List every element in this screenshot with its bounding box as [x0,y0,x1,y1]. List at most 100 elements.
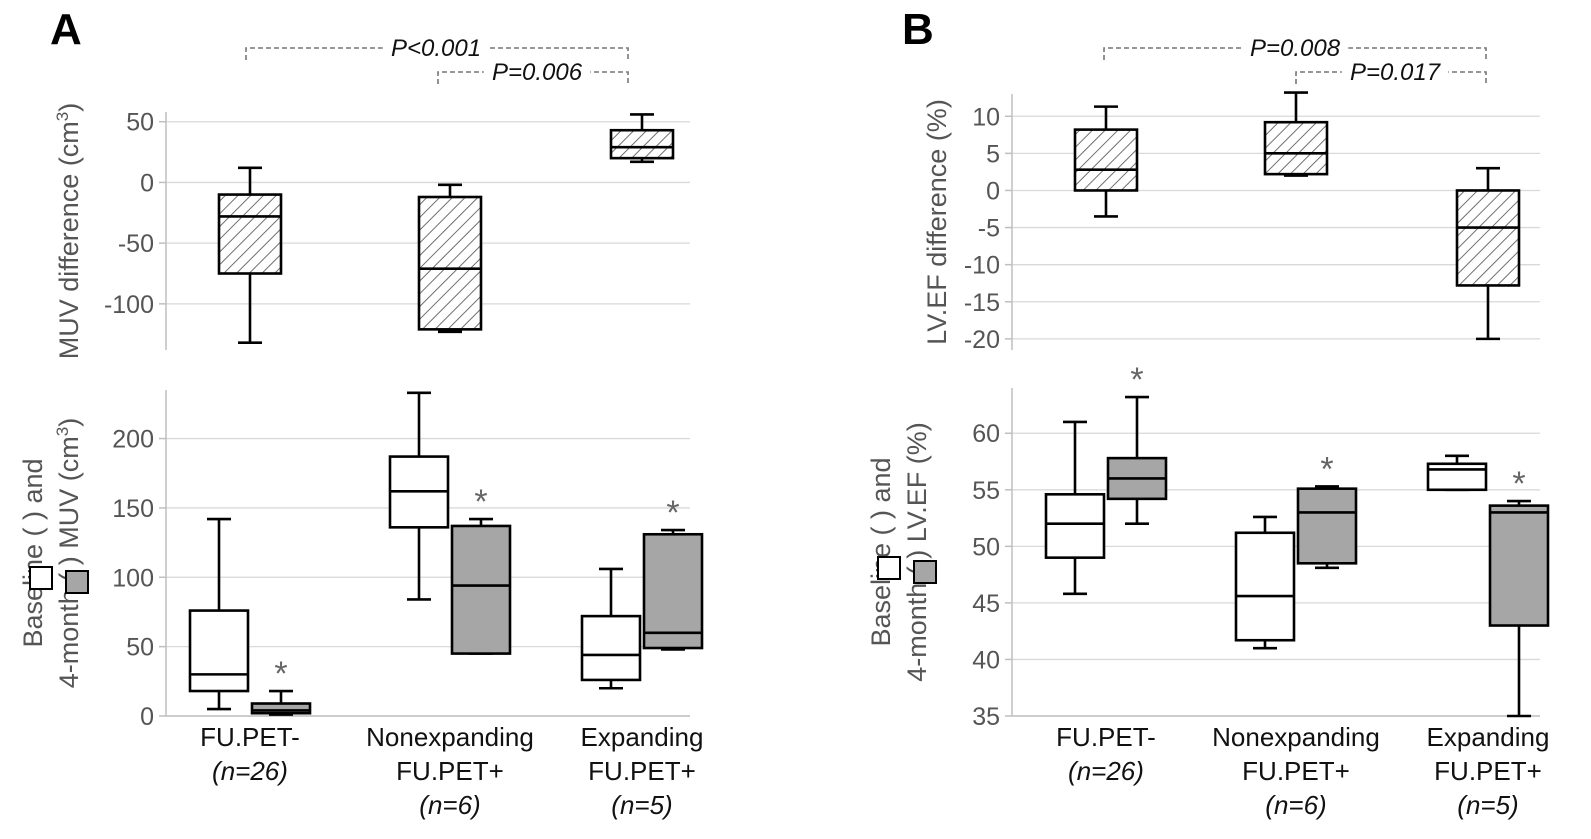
box-difference-2-box [1263,120,1329,176]
y-tick-label: 200 [112,426,154,454]
p-value-label-2: P=0.017 [1350,59,1442,86]
paren: ) [54,103,84,112]
box-baseline-1 [1044,420,1106,596]
category-label: Nonexpanding [1212,722,1380,752]
y-tick-label: 50 [126,109,154,137]
box-difference-1 [217,166,283,345]
significance-star: * [1130,361,1143,399]
significance-star: * [1320,450,1333,488]
box-4-month-2 [450,517,512,655]
box-4-month-2-box [450,524,512,655]
y-tick-label: -20 [964,326,1000,354]
box-4-month-3 [642,528,704,651]
p-value-label-1: P<0.001 [391,35,481,62]
legend-swatch-baseline [877,556,901,580]
category-n-label: (n=6) [1265,790,1326,820]
subplot-A-bottom: 200 150 100 50 0 Baseline ( ) and 4-month ( ) … [18,390,704,731]
category-n-label: (n=6) [419,790,480,820]
box-4-month-3-box [642,532,704,650]
y-tick-label: 60 [972,420,1000,448]
superscript: 3 [53,112,72,121]
box-4-month-3-box [1488,504,1550,627]
y-axis-label-line-2: 4-month ( ) LV.EF (%) [902,422,932,682]
y-tick-label: 0 [140,169,154,197]
y-tick-label: -50 [118,230,154,258]
category-label: Nonexpanding [366,722,534,752]
y-tick-label: 50 [972,533,1000,561]
box-baseline-3-box [1426,462,1488,492]
significance-star: * [1512,465,1525,503]
significance-star: * [474,483,487,521]
y-axis-label-line-2: 4-month ( ) MUV (cm3) [53,418,84,689]
y-tick-label: 45 [972,590,1000,618]
box-4-month-1-box [250,702,312,715]
y-tick-label: -15 [964,289,1000,317]
subplot-A-top: 50 0 -50 -100 MUV difference (cm3) [53,103,690,359]
category-label: FU.PET- [1056,722,1156,752]
significance-star: * [274,655,287,693]
box-baseline-1-box [1044,493,1106,559]
category-label: FU.PET+ [1242,756,1350,786]
category-n-label: (n=26) [1068,756,1144,786]
legend-swatch-4-month [913,560,937,584]
box-4-month-1 [1106,395,1168,526]
p-label-bg-1 [1241,34,1349,62]
y-tick-label: -100 [104,291,154,319]
box-difference-3-box [1455,189,1521,287]
category-n-label: (n=26) [212,756,288,786]
box-difference-2 [417,183,483,334]
y-tick-label: -10 [964,252,1000,280]
box-4-month-3 [1488,499,1550,718]
box-difference-2 [1263,91,1329,177]
box-baseline-3 [580,567,642,690]
significance-star: * [666,494,679,532]
superscript: 3 [53,427,72,436]
y-tick-label: 55 [972,477,1000,505]
y-tick-label: 5 [986,140,1000,168]
p-label-bg-2 [1341,58,1449,86]
y-axis-label-line-1: Baseline ( ) and [866,457,896,646]
box-baseline-1-box [188,609,250,693]
y-tick-label: 40 [972,646,1000,674]
y-axis-label-line-1: Baseline ( ) and [18,458,48,647]
category-label: FU.PET+ [588,756,696,786]
box-baseline-3 [1426,454,1488,492]
box-4-month-2-box [1296,487,1358,565]
panel-label-B: B [902,5,934,54]
category-label: FU.PET- [200,722,300,752]
y-tick-label: 35 [972,703,1000,731]
category-n-label: (n=5) [611,790,672,820]
box-difference-2-box [417,195,483,331]
category-label: FU.PET+ [396,756,504,786]
p-label-bg-2 [483,58,591,86]
box-difference-3 [609,113,675,164]
p-value-label-1: P=0.008 [1250,35,1341,62]
subplot-B-bottom: 60 55 50 45 40 35 Baseline ( ) and 4-month ( ) … [866,361,1550,731]
legend-swatch-baseline [29,566,53,590]
box-baseline-1 [188,517,250,711]
y-tick-label: -5 [978,215,1000,243]
box-difference-3-box [609,128,675,160]
y-tick-label: 0 [986,177,1000,205]
y-tick-label: 100 [112,564,154,592]
box-baseline-3-box [580,614,642,682]
category-label: FU.PET+ [1434,756,1542,786]
y-axis-label: LV.EF difference (%) [922,99,952,345]
box-4-month-2 [1296,485,1358,570]
y-tick-label: 10 [972,103,1000,131]
panel-A: A P<0.001 P=0.006 50 0 -50 -100 MUV difference … [18,5,703,820]
subplot-B-top: 10 5 0 -5 -10 -15 -20 LV.EF difference (%) [922,91,1540,354]
box-difference-1-box [1073,128,1139,192]
category-label: Expanding [581,722,704,752]
box-4-month-1 [250,689,312,716]
box-baseline-2-box [1234,531,1296,642]
box-baseline-2 [388,391,450,601]
y-tick-label: 0 [140,703,154,731]
box-difference-3 [1455,166,1521,341]
category-n-label: (n=5) [1457,790,1518,820]
panel-label-A: A [50,5,82,54]
box-difference-1 [1073,105,1139,218]
legend-swatch-4-month [65,570,89,594]
